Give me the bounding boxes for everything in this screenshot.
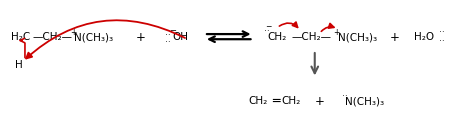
Text: ··: ·· (165, 31, 171, 40)
Text: ··: ·· (438, 28, 445, 37)
Text: H₂O: H₂O (414, 32, 434, 42)
Text: H₂C: H₂C (11, 32, 30, 42)
Text: ··: ·· (165, 38, 171, 47)
Text: −: − (169, 26, 176, 35)
Text: H: H (15, 61, 22, 70)
Text: +: + (315, 95, 325, 108)
Text: CH₂: CH₂ (249, 96, 268, 106)
Text: −: − (265, 22, 272, 31)
Text: OH: OH (172, 32, 188, 42)
Text: ··: ·· (264, 27, 270, 36)
Text: N(CH₃)₃: N(CH₃)₃ (74, 32, 114, 42)
Text: —CH₂—: —CH₂— (291, 32, 331, 42)
Text: CH₂: CH₂ (282, 96, 301, 106)
Text: ═: ═ (273, 95, 280, 108)
Text: CH₂: CH₂ (268, 32, 287, 42)
Text: ··: ·· (438, 37, 445, 46)
Text: N(CH₃)₃: N(CH₃)₃ (346, 96, 384, 106)
Text: —CH₂—: —CH₂— (32, 32, 72, 42)
Text: +: + (136, 31, 146, 44)
Text: +: + (334, 28, 340, 37)
Text: N(CH₃)₃: N(CH₃)₃ (338, 32, 377, 42)
Text: +: + (390, 31, 400, 44)
Text: ··: ·· (342, 92, 347, 101)
Text: +: + (70, 28, 76, 37)
